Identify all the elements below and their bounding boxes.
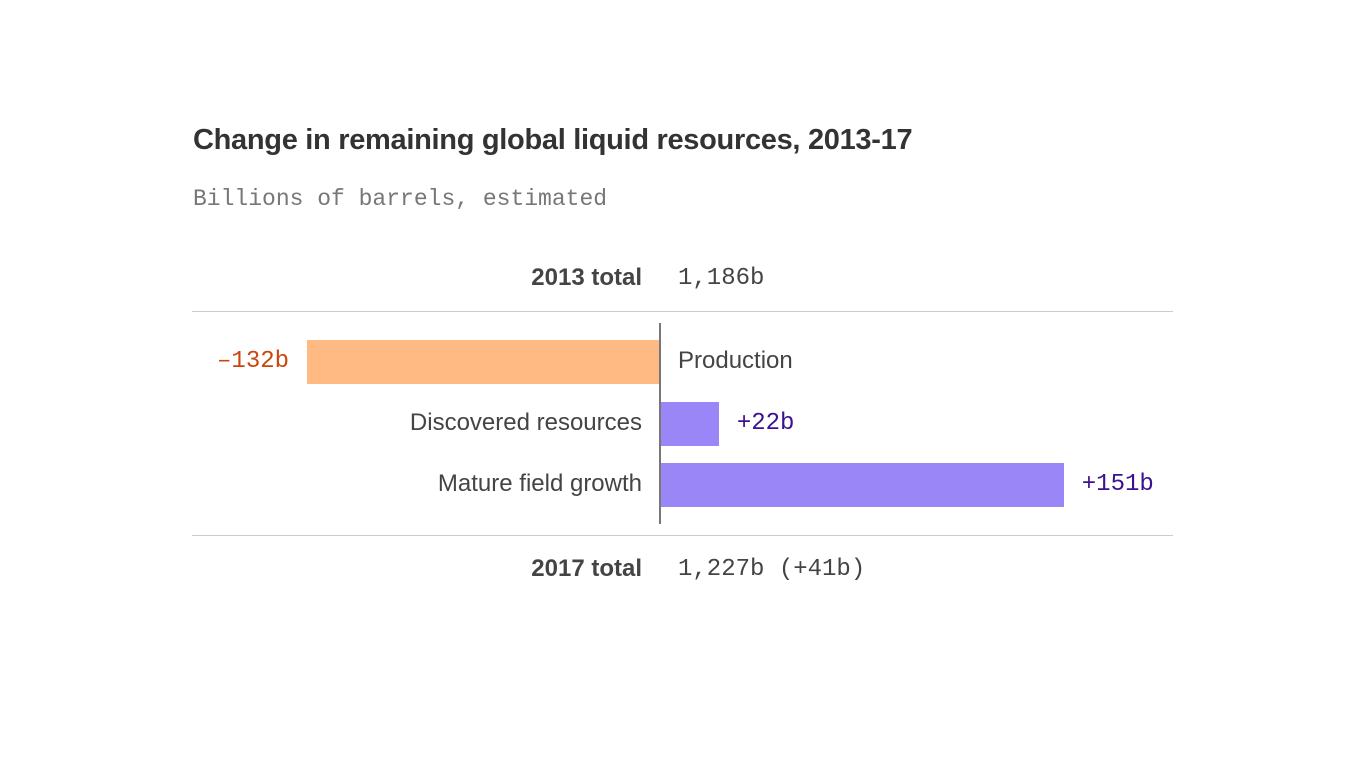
bar-0: [307, 340, 660, 384]
zero-axis: [659, 323, 661, 524]
chart-title: Change in remaining global liquid resour…: [193, 124, 913, 156]
end-total-value: 1,227b (+41b): [678, 556, 866, 583]
value-label: +151b: [1081, 471, 1154, 498]
bar-2: [660, 463, 1064, 507]
bar-1: [660, 401, 719, 446]
top-divider: [192, 311, 1173, 312]
bottom-divider: [192, 535, 1173, 536]
chart-subtitle: Billions of barrels, estimated: [193, 186, 608, 212]
start-total-value: 1,186b: [678, 265, 765, 292]
category-label: Discovered resources: [409, 408, 642, 436]
value-label: +22b: [736, 409, 795, 437]
end-total-label: 2017 total: [531, 555, 642, 582]
category-label: Production: [678, 347, 793, 374]
category-label: Mature field growth: [437, 470, 642, 497]
start-total-label: 2013 total: [531, 264, 642, 291]
value-label: –132b: [217, 348, 290, 375]
